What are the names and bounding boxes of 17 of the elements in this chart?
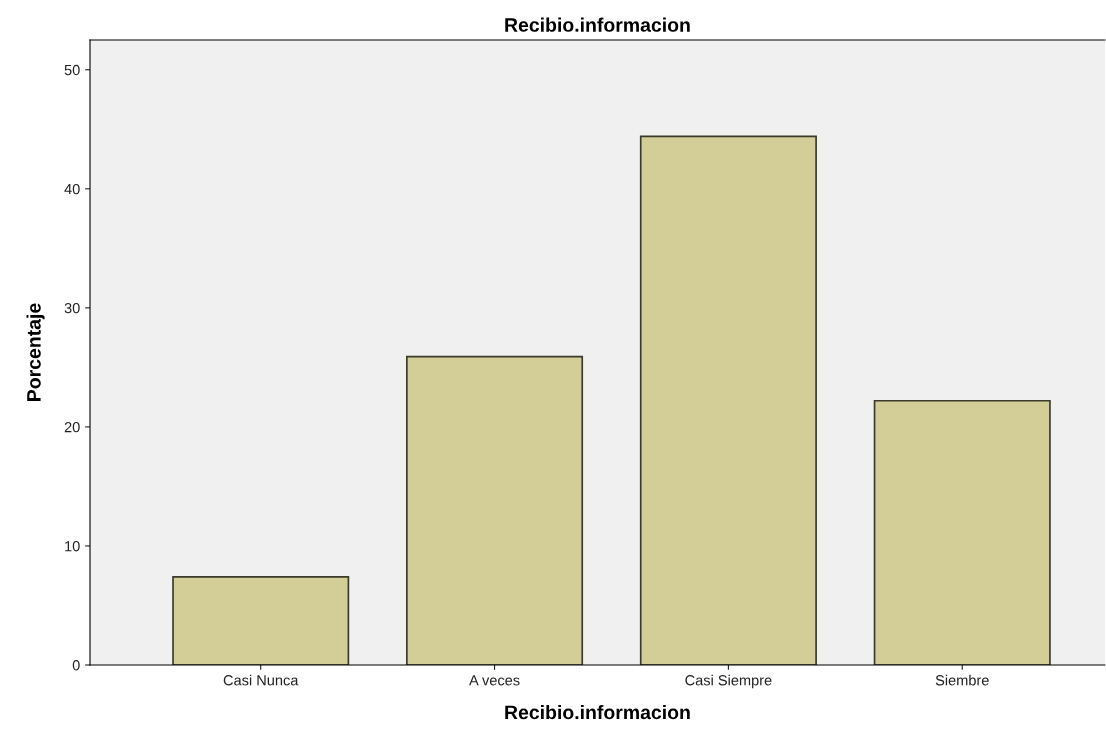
bar [406,355,584,665]
y-tick-label: 0 [72,660,80,671]
y-tick-label: 20 [64,422,80,433]
y-tick-label: 50 [64,64,80,76]
bar [639,135,817,665]
x-tick-label: Siembre [935,674,989,686]
x-axis-title: Recibio.informacion [505,704,690,720]
y-axis-title: Porcentaje [26,303,45,401]
y-tick-label: 40 [64,183,80,195]
y-tick-label: 10 [65,541,80,552]
x-tick-label: Casi Siempre [685,674,772,689]
y-tick-label: 30 [64,302,80,314]
bar [172,576,350,665]
x-tick-label: Casi Nunca [223,674,299,686]
chart-title: Recibio.informacion [505,17,690,32]
x-tick-label: A veces [469,675,520,686]
bar [873,399,1051,665]
